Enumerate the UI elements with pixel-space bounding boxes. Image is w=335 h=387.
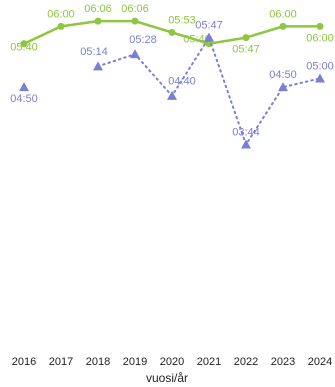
x-tick-label: 2020 (160, 356, 184, 368)
x-tick-label: 2022 (234, 356, 258, 368)
point (168, 28, 176, 36)
point (20, 40, 28, 48)
data-label: 04:50 (10, 93, 38, 105)
point (242, 34, 250, 42)
data-label: 05:00 (306, 60, 334, 72)
point (130, 49, 140, 59)
x-tick-label: 2024 (308, 356, 332, 368)
point (316, 22, 324, 30)
data-label: 03:44 (232, 126, 260, 138)
data-label: 04:50 (269, 69, 297, 81)
data-label: 05:28 (129, 34, 157, 46)
x-tick-label: 2021 (197, 356, 221, 368)
data-label: 05:47 (232, 44, 260, 56)
x-tick-label: 2018 (86, 356, 110, 368)
data-label: 06:00 (47, 8, 75, 20)
point (278, 82, 288, 92)
point (204, 32, 214, 42)
point (279, 22, 287, 30)
data-label: 04:40 (168, 76, 196, 88)
point (57, 22, 65, 30)
x-tick-label: 2017 (49, 356, 73, 368)
data-label: 06:00 (306, 32, 334, 44)
data-label: 06:00 (269, 8, 297, 20)
point (19, 82, 29, 92)
point (315, 73, 325, 83)
data-label: 05:47 (195, 20, 223, 32)
x-tick-label: 2016 (12, 356, 36, 368)
data-label: 05:40 (183, 34, 211, 46)
point (94, 17, 102, 25)
point (131, 17, 139, 25)
data-label: 06:06 (84, 3, 112, 15)
point (93, 61, 103, 71)
x-tick-label: 2019 (123, 356, 147, 368)
point (241, 139, 251, 149)
data-label: 05:14 (80, 46, 108, 58)
x-tick-label: 2023 (271, 356, 295, 368)
data-label: 05:53 (168, 14, 196, 26)
data-label: 06:06 (121, 3, 149, 15)
data-label: 05:40 (10, 42, 38, 54)
point (167, 90, 177, 100)
x-axis-title: vuosi/år (146, 371, 188, 385)
